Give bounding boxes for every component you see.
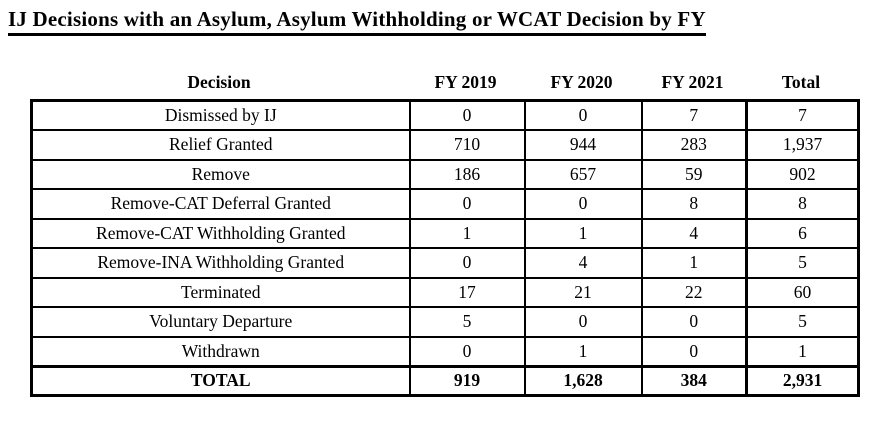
cell-decision: Remove-CAT Withholding Granted bbox=[30, 217, 411, 249]
cell-total: 1 bbox=[745, 335, 860, 367]
cell-fy2021: 7 bbox=[640, 99, 748, 131]
table-row: Remove-INA Withholding Granted 0 4 1 5 bbox=[30, 247, 860, 279]
cell-fy2020: 4 bbox=[523, 247, 643, 279]
table-row: Remove 186 657 59 902 bbox=[30, 158, 860, 190]
decisions-table: Dismissed by IJ 0 0 7 7 Relief Granted 7… bbox=[30, 99, 860, 397]
cell-fy2020: 1 bbox=[523, 335, 643, 367]
cell-decision: Remove bbox=[30, 158, 411, 190]
cell-total: 5 bbox=[745, 306, 860, 338]
cell-fy2019: 710 bbox=[408, 129, 526, 161]
cell-fy2020: 1,628 bbox=[523, 364, 643, 397]
cell-fy2021: 59 bbox=[640, 158, 748, 190]
cell-fy2021: 283 bbox=[640, 129, 748, 161]
cell-fy2019: 17 bbox=[408, 276, 526, 308]
cell-fy2020: 0 bbox=[523, 99, 643, 131]
cell-decision: Remove-CAT Deferral Granted bbox=[30, 188, 411, 220]
column-header-decision: Decision bbox=[187, 72, 251, 92]
cell-total: 60 bbox=[745, 276, 860, 308]
cell-fy2019: 0 bbox=[408, 99, 526, 131]
page-title: IJ Decisions with an Asylum, Asylum With… bbox=[8, 7, 706, 36]
cell-total: 1,937 bbox=[745, 129, 860, 161]
cell-decision: Relief Granted bbox=[30, 129, 411, 161]
cell-fy2021: 0 bbox=[640, 335, 748, 367]
column-header-fy2019: FY 2019 bbox=[434, 72, 497, 92]
cell-fy2019: 0 bbox=[408, 247, 526, 279]
column-header-fy2021: FY 2021 bbox=[661, 72, 724, 92]
table-row: Terminated 17 21 22 60 bbox=[30, 276, 860, 308]
cell-fy2019: 1 bbox=[408, 217, 526, 249]
cell-decision: Withdrawn bbox=[30, 335, 411, 367]
cell-fy2020: 0 bbox=[523, 306, 643, 338]
cell-fy2019: 0 bbox=[408, 188, 526, 220]
cell-decision: TOTAL bbox=[30, 364, 411, 397]
cell-total: 902 bbox=[745, 158, 860, 190]
cell-fy2020: 944 bbox=[523, 129, 643, 161]
cell-total: 6 bbox=[745, 217, 860, 249]
cell-decision: Terminated bbox=[30, 276, 411, 308]
cell-decision: Remove-INA Withholding Granted bbox=[30, 247, 411, 279]
cell-total: 2,931 bbox=[745, 364, 860, 397]
column-header-fy2020: FY 2020 bbox=[550, 72, 613, 92]
table-row: Remove-CAT Withholding Granted 1 1 4 6 bbox=[30, 217, 860, 249]
table-row: Relief Granted 710 944 283 1,937 bbox=[30, 129, 860, 161]
cell-fy2020: 1 bbox=[523, 217, 643, 249]
cell-fy2021: 8 bbox=[640, 188, 748, 220]
cell-fy2021: 384 bbox=[640, 364, 748, 397]
cell-fy2021: 4 bbox=[640, 217, 748, 249]
cell-decision: Dismissed by IJ bbox=[30, 99, 411, 131]
cell-total: 8 bbox=[745, 188, 860, 220]
cell-fy2019: 919 bbox=[408, 364, 526, 397]
cell-fy2020: 0 bbox=[523, 188, 643, 220]
table-row: Withdrawn 0 1 0 1 bbox=[30, 335, 860, 367]
cell-total: 7 bbox=[745, 99, 860, 131]
cell-fy2019: 186 bbox=[408, 158, 526, 190]
cell-fy2021: 22 bbox=[640, 276, 748, 308]
table-header-row: Decision FY 2019 FY 2020 FY 2021 Total bbox=[30, 72, 857, 93]
cell-decision: Voluntary Departure bbox=[30, 306, 411, 338]
cell-fy2020: 21 bbox=[523, 276, 643, 308]
cell-fy2020: 657 bbox=[523, 158, 643, 190]
table-total-row: TOTAL 919 1,628 384 2,931 bbox=[30, 364, 860, 397]
cell-total: 5 bbox=[745, 247, 860, 279]
cell-fy2021: 0 bbox=[640, 306, 748, 338]
table-row: Remove-CAT Deferral Granted 0 0 8 8 bbox=[30, 188, 860, 220]
cell-fy2019: 5 bbox=[408, 306, 526, 338]
table-row: Voluntary Departure 5 0 0 5 bbox=[30, 306, 860, 338]
table-row: Dismissed by IJ 0 0 7 7 bbox=[30, 99, 860, 131]
cell-fy2021: 1 bbox=[640, 247, 748, 279]
column-header-total: Total bbox=[781, 72, 821, 92]
cell-fy2019: 0 bbox=[408, 335, 526, 367]
